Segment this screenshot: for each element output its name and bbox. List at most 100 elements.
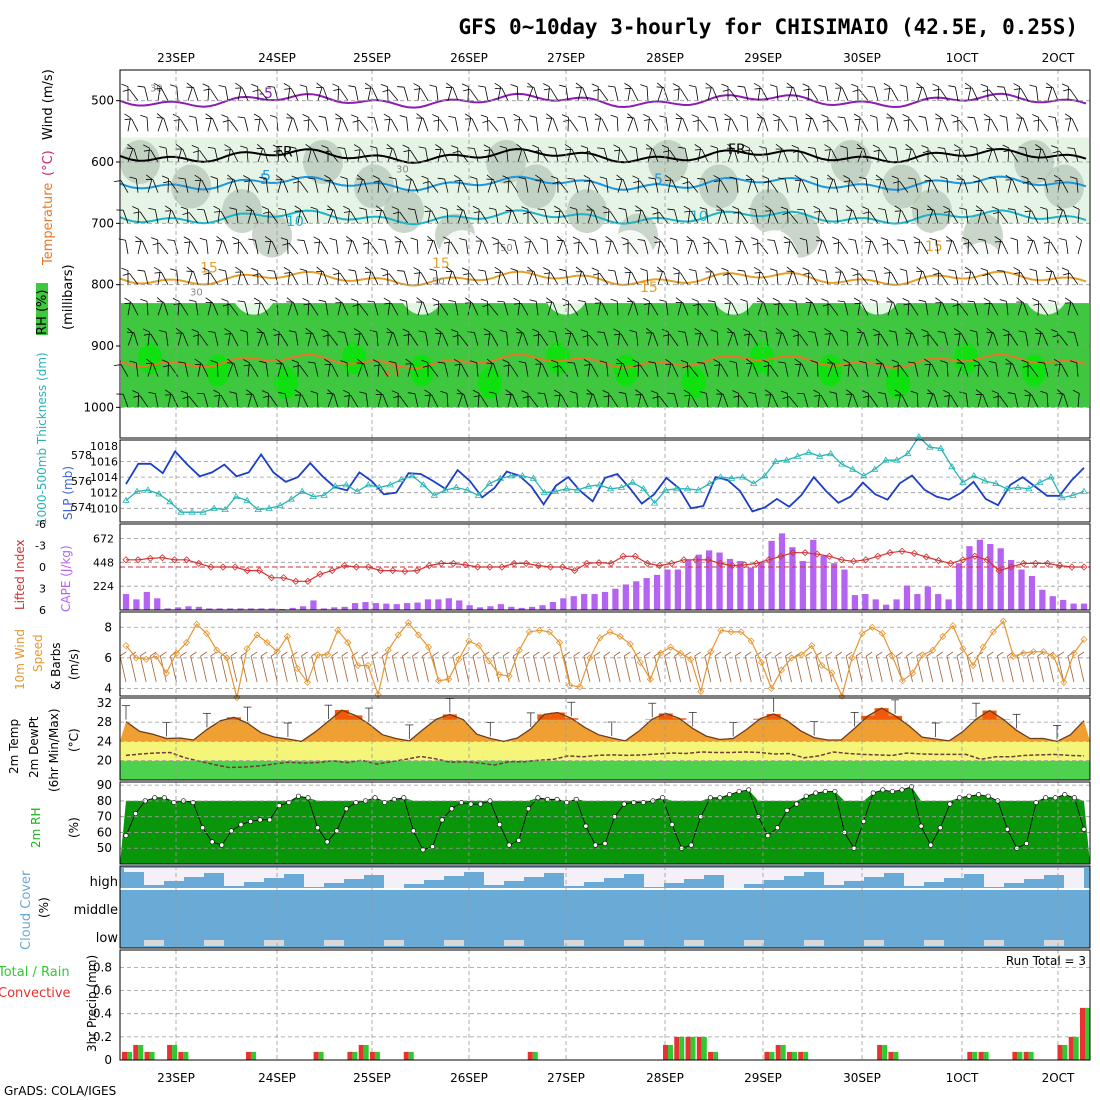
upper-wind-barb-13-950	[250, 364, 259, 377]
upper-wind-barb-37-800-flag	[494, 266, 501, 272]
cape-bar-48	[622, 584, 629, 610]
upper-wind-barb-90-800	[1020, 272, 1029, 285]
upper-wind-barb-20-550	[325, 117, 329, 132]
upper-wind-barb-64-900	[765, 332, 769, 347]
upper-air-ytick-label-4: 900	[91, 339, 114, 353]
upper-wind-barb-3-900-flag	[143, 333, 151, 336]
upper-wind-barb-88-850	[1006, 301, 1009, 316]
wind10-barb-flag-83	[956, 651, 964, 657]
upper-wind-barb-7-700-flag	[182, 212, 190, 215]
lifted-marker-32	[510, 559, 518, 567]
upper-wind-barb-40-750	[527, 240, 531, 255]
upper-wind-barb-76-900	[880, 333, 889, 347]
lifted-tick-label-4: 6	[39, 604, 46, 617]
upper-wind-barb-73-550-flag	[853, 113, 861, 118]
precip-total-bar-79	[1017, 1051, 1023, 1060]
cloud-high-gap-31	[744, 868, 764, 884]
upper-wind-barb-21-1000	[333, 393, 339, 408]
cloud-high-gap-30	[724, 868, 744, 888]
upper-wind-barb-31-650	[429, 181, 439, 193]
wind10-barb-69	[815, 655, 823, 683]
upper-wind-barb-53-750-flag	[653, 236, 661, 241]
cape-bar-83	[987, 544, 994, 610]
wind10-barb-flag-11	[230, 651, 238, 657]
upper-wind-barb-66-900	[782, 332, 789, 347]
upper-wind-barb-39-500	[516, 86, 519, 101]
top-date-label-8: 1OCT	[946, 51, 979, 65]
cape-bar-23	[362, 602, 369, 610]
upper-wind-barb-25-900-flag	[369, 329, 377, 333]
upper-wind-barb-1-500-flag	[122, 89, 130, 92]
thickness-marker-8	[210, 504, 218, 511]
upper-wind-barb-73-850	[857, 301, 861, 316]
lifted-marker-23	[401, 567, 409, 575]
upper-wind-barb-34-900	[459, 334, 469, 347]
thickness-line	[125, 435, 1085, 513]
upper-wind-barb-41-650-flag	[535, 174, 542, 180]
upper-wind-barb-46-600-flag	[580, 145, 588, 149]
upper-wind-barb-85-700	[977, 209, 983, 224]
upper-wind-barb-26-900	[387, 332, 393, 347]
upper-wind-barb-75-900-flag	[872, 328, 880, 333]
upper-wind-barb-75-800	[873, 271, 879, 285]
upper-wind-barb-0-1000	[122, 394, 129, 408]
cloud-high-gap-45	[1024, 868, 1044, 879]
upper-wind-barb-52-750	[644, 240, 649, 255]
wind10-marker-13	[253, 631, 261, 639]
upper-wind-barb-84-600	[961, 149, 969, 163]
precip-conv-bar-17	[313, 1051, 319, 1060]
thickness-marker-46	[628, 478, 637, 485]
temp-tick-label-1: 28	[97, 715, 112, 729]
cape-bar-68	[830, 563, 838, 610]
upper-wind-barb-12-750	[239, 242, 249, 255]
cape-bar-92	[1080, 603, 1088, 610]
wind10-marker-72	[848, 654, 856, 662]
upper-wind-barb-71-1000-flag	[829, 391, 837, 394]
thickness-marker-50	[672, 485, 681, 492]
upper-wind-barb-48-800	[599, 273, 609, 285]
wind10-barb-flag-84	[966, 651, 974, 657]
upper-wind-barb-61-650-flag	[729, 176, 737, 180]
lifted-marker-51	[740, 561, 749, 569]
upper-wind-barb-42-900	[539, 334, 549, 347]
upper-wind-barb-7-800	[193, 271, 199, 285]
upper-wind-barb-40-650	[525, 178, 529, 193]
cloud-high-gap-34	[804, 868, 824, 872]
upper-wind-barb-69-850	[812, 302, 819, 316]
wind10-marker-78	[909, 669, 917, 677]
upper-wind-barb-87-600	[993, 148, 999, 163]
upper-wind-barb-67-550-flag	[788, 115, 796, 118]
upper-wind-barb-39-1000	[512, 394, 519, 408]
upper-wind-barb-8-850	[207, 301, 212, 316]
rh2m-marker-1	[133, 811, 139, 817]
wind10-barb-45	[573, 655, 581, 683]
upper-wind-barb-52-600-flag	[646, 143, 653, 149]
upper-wind-barb-46-500	[582, 87, 589, 101]
wind10-barb-flag-59	[714, 651, 722, 657]
wind10-barb-flag-61	[734, 651, 742, 657]
rh2m-marker-63	[727, 792, 733, 798]
upper-wind-barb-13-750-flag	[248, 238, 256, 241]
upper-wind-barb-4-650-flag	[161, 175, 169, 180]
upper-wind-barb-50-800	[627, 270, 631, 285]
upper-wind-barb-79-600	[912, 148, 919, 163]
upper-wind-barb-32-700	[446, 209, 449, 224]
upper-wind-barb-3-700	[154, 209, 159, 224]
upper-wind-barb-55-1000	[673, 393, 679, 408]
lifted-marker-72	[995, 567, 1003, 575]
upper-wind-barb-35-850	[471, 302, 479, 316]
upper-wind-barb-23-500	[354, 86, 359, 101]
lifted-marker-9	[231, 563, 239, 571]
upper-wind-barb-85-700-flag	[975, 205, 982, 211]
wind10-marker-59	[717, 626, 725, 634]
upper-wind-barb-93-950-flag	[1053, 358, 1061, 364]
upper-wind-barb-82-550	[941, 118, 949, 132]
wind10-barb-29	[412, 655, 419, 683]
upper-wind-barb-51-850-flag	[626, 301, 634, 303]
upper-wind-barb-25-550	[373, 117, 379, 132]
rh2m-marker-81	[899, 787, 905, 793]
lifted-marker-77	[1056, 562, 1064, 570]
cape-bar-82	[976, 539, 983, 610]
wind10-barb-70	[825, 655, 833, 683]
upper-wind-barb-94-600	[1059, 150, 1069, 163]
